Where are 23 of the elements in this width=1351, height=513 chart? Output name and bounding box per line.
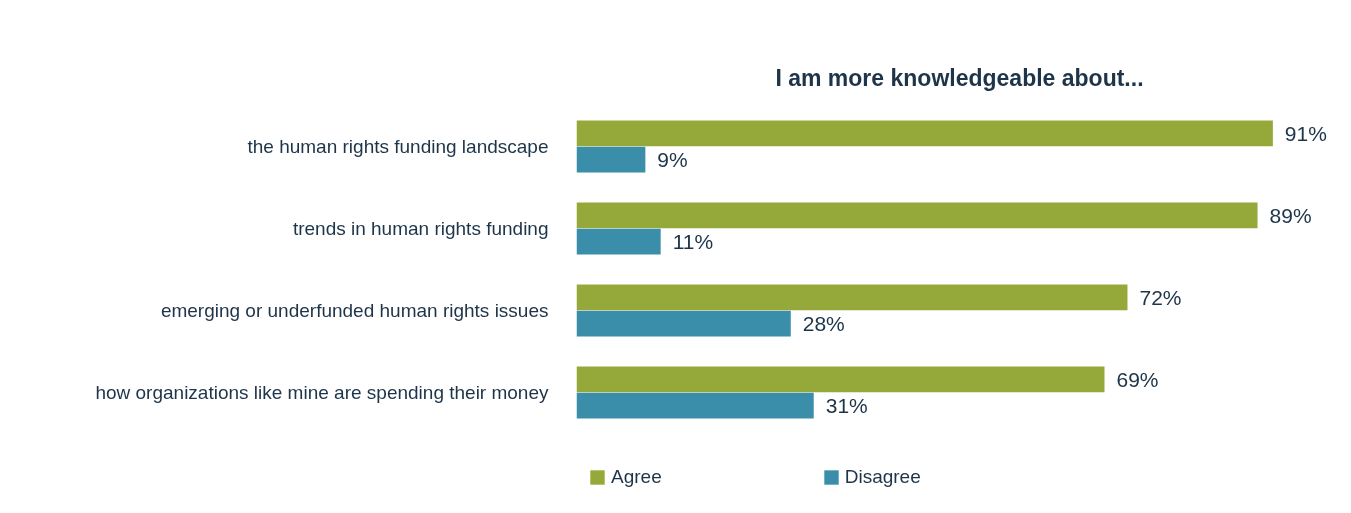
y-tick-label: trends in human rights funding	[292, 218, 549, 239]
legend-label: Agree	[611, 466, 662, 488]
y-tick-label: the human rights funding landscape	[247, 136, 549, 157]
data-label: 89%	[1269, 203, 1312, 227]
data-label: 28%	[802, 312, 845, 336]
data-label: 31%	[825, 394, 868, 418]
bar	[576, 366, 1105, 393]
bar	[576, 284, 1128, 311]
legend-label: Disagree	[844, 466, 921, 488]
bar	[576, 228, 661, 255]
y-tick-label: emerging or underfunded human rights issues	[160, 300, 549, 321]
chart-title: I am more knowledgeable about...	[775, 64, 1144, 91]
data-label: 69%	[1116, 367, 1159, 391]
bar	[576, 146, 646, 173]
data-label: 91%	[1284, 121, 1327, 145]
data-label: 11%	[672, 230, 714, 254]
bar	[576, 202, 1258, 229]
bar	[576, 120, 1273, 147]
data-label: 72%	[1139, 285, 1182, 309]
data-label: 9%	[657, 148, 688, 172]
y-tick-label: how organizations like mine are spending their money	[95, 382, 549, 403]
bar	[576, 392, 814, 419]
bar	[576, 310, 791, 337]
